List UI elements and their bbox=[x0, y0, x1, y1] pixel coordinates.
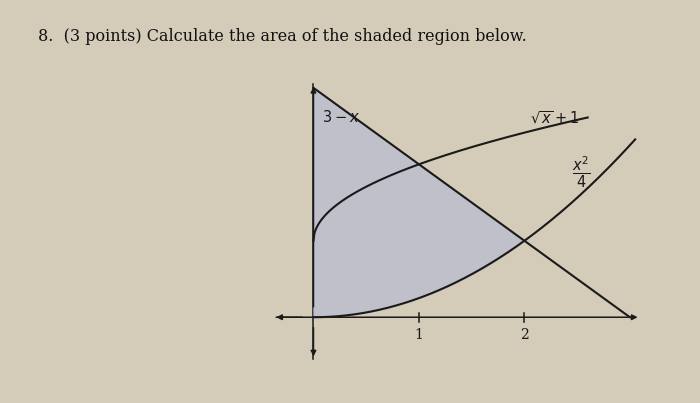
Text: $\dfrac{x^2}{4}$: $\dfrac{x^2}{4}$ bbox=[572, 154, 591, 189]
Text: 1: 1 bbox=[414, 328, 424, 342]
Text: 8.  (3 points) Calculate the area of the shaded region below.: 8. (3 points) Calculate the area of the … bbox=[38, 28, 527, 45]
Text: $3-x$: $3-x$ bbox=[322, 109, 360, 125]
Text: $\sqrt{x}+1$: $\sqrt{x}+1$ bbox=[530, 109, 579, 126]
Text: 2: 2 bbox=[520, 328, 528, 342]
